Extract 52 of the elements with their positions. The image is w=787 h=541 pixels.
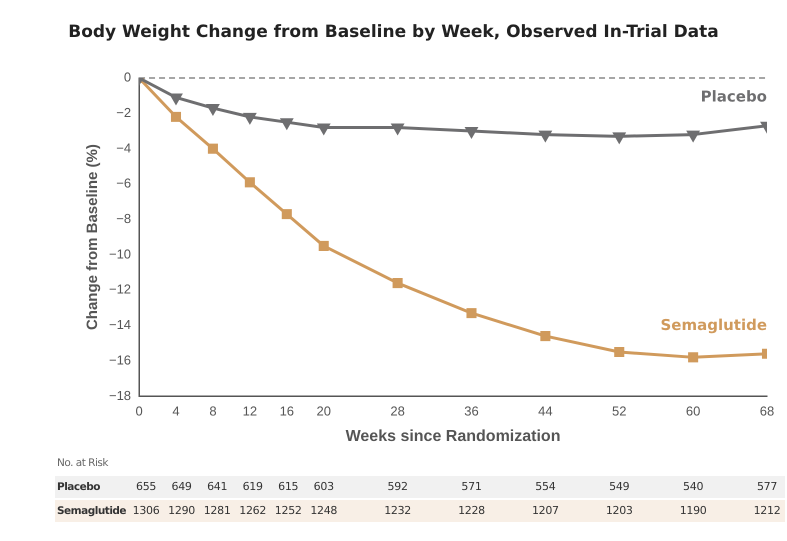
y-tick-label: 0	[124, 70, 132, 85]
y-tick-label: −6	[116, 176, 132, 191]
point	[282, 209, 292, 220]
point	[614, 346, 624, 358]
y-tick-label: −2	[116, 104, 132, 120]
series-label: Semaglutide	[660, 316, 767, 334]
y-tick-label: −10	[108, 246, 132, 262]
y-tick-label: −16	[108, 352, 132, 368]
x-tick-label: 28	[390, 404, 405, 419]
point	[244, 177, 255, 188]
text: 1306 1290 1281 1262 1252 1248 1232 1228 1207 1203 1190 1212	[132, 504, 780, 517]
point	[208, 144, 218, 154]
point	[392, 124, 404, 134]
point	[466, 308, 477, 318]
point	[318, 124, 330, 134]
x-tick-label: 44	[538, 404, 553, 419]
y-tick-label: −18	[108, 388, 132, 403]
x-tick-label: 52	[612, 404, 626, 419]
x-tick-label: 20	[316, 404, 331, 419]
x-tick-label: 8	[209, 404, 217, 419]
point	[170, 93, 182, 104]
series-label: Placebo	[700, 88, 767, 106]
point	[318, 240, 329, 251]
y-tick-label: −12	[108, 282, 132, 297]
point	[170, 112, 182, 122]
x-tick-label: 36	[464, 404, 479, 419]
text: Placebo	[57, 480, 100, 495]
point	[244, 112, 256, 124]
x-tick-label: 12	[242, 404, 258, 419]
point	[687, 130, 699, 142]
x-tick-label: 0	[135, 404, 143, 419]
text: No. at Risk	[57, 456, 108, 471]
y-tick-label: −8	[116, 211, 132, 226]
y-tick-label: −14	[108, 317, 132, 332]
chart-title: Body Weight Change from Baseline by Week, Observed In-Trial Data	[67, 22, 720, 42]
x-tick-label: 60	[686, 404, 700, 419]
x-tick-label: 16	[280, 404, 294, 419]
y-axis-title: Change from Baseline (%)	[84, 144, 102, 330]
point	[280, 118, 293, 129]
text: 655 649 641 619 615 603 592 571 554 549 540 577	[136, 480, 778, 493]
point	[392, 278, 403, 288]
text: Semaglutide	[57, 504, 126, 519]
point	[540, 331, 550, 342]
point	[540, 130, 552, 142]
point	[613, 132, 626, 143]
point	[207, 104, 219, 115]
point	[466, 127, 478, 138]
y-tick-label: −4	[116, 140, 132, 156]
x-axis-title: Weeks since Randomization	[346, 428, 560, 445]
x-tick-label: 68	[760, 404, 774, 419]
x-tick-label: 4	[172, 404, 180, 419]
point	[688, 352, 698, 362]
